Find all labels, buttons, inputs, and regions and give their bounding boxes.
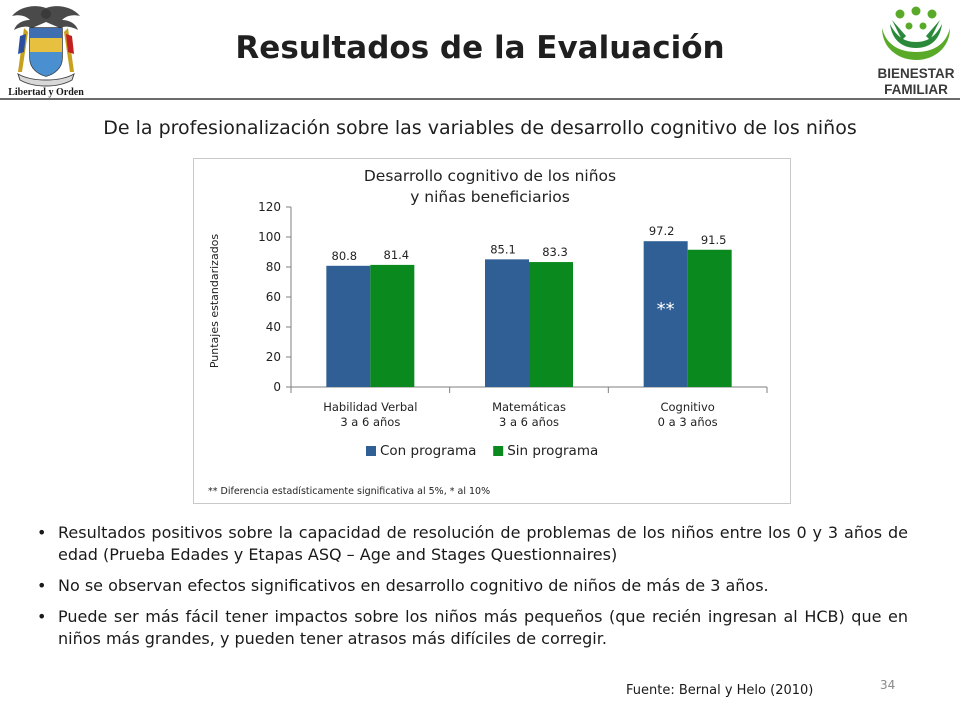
y-tick-label: 80 [266,260,281,274]
seal-motto-text: Libertad y Orden [8,87,84,98]
data-label: 91.5 [701,233,727,247]
bar-con-programa [643,241,688,387]
findings-list: • Resultados positivos sobre la capacida… [36,522,908,659]
bullet-text: Resultados positivos sobre la capacidad … [58,523,908,564]
legend-swatch [493,446,504,456]
x-category-label: Habilidad Verbal [323,400,417,414]
legend-label: Sin programa [507,443,598,459]
bar-chart: 0 20 40 60 80 100 120 80.8 81.4 Habilidad Verbal 3… [193,158,791,504]
logo-text-line1: BIENESTAR [877,66,954,81]
y-tick-label: 40 [266,320,281,334]
colombia-coat-of-arms-logo: Libertad y Orden [6,2,86,98]
chart-y-axis-label: Puntajes estandarizados [208,234,221,369]
list-item: • Resultados positivos sobre la capacida… [36,522,908,566]
page-title: Resultados de la Evaluación [235,30,725,66]
bar-con-programa [326,265,371,387]
bullet-marker: • [37,523,47,542]
data-label: 80.8 [332,249,358,263]
y-tick-label: 0 [273,380,281,394]
y-tick-label: 100 [258,230,281,244]
data-label: 81.4 [384,248,410,262]
chart-title-line2: y niñas beneficiarios [410,188,570,206]
chart-footnote: ** Diferencia estadísticamente significa… [208,486,490,497]
x-category-label: Cognitivo [660,400,714,414]
bullet-marker: • [37,576,47,595]
y-tick-label: 120 [258,200,281,214]
y-tick-label: 60 [266,290,281,304]
legend-swatch [366,446,376,456]
list-item: • No se observan efectos significativos … [36,575,908,597]
data-label: 83.3 [542,245,568,259]
x-category-label: Matemáticas [492,400,566,414]
bar-sin-programa [529,262,573,387]
page-subtitle: De la profesionalización sobre las varia… [103,117,857,139]
data-label: 97.2 [649,224,675,238]
significance-annotation: ** [657,299,675,320]
bar-sin-programa [687,249,732,387]
legend-label: Con programa [380,443,476,459]
x-category-sublabel: 3 a 6 años [340,415,400,429]
header-divider [0,98,960,100]
chart-title-line1: Desarrollo cognitivo de los niños [364,167,616,185]
bullet-marker: • [37,607,47,626]
x-category-sublabel: 3 a 6 años [499,415,559,429]
bullet-text: No se observan efectos significativos en… [58,576,769,595]
bullet-text: Puede ser más fácil tener impactos sobre… [58,607,908,648]
logo-text-line2: FAMILIAR [884,82,948,97]
x-category-sublabel: 0 a 3 años [658,415,718,429]
data-label: 85.1 [490,242,516,256]
bar-sin-programa [370,264,415,387]
bar-con-programa [485,259,529,387]
source-citation: Fuente: Bernal y Helo (2010) [626,683,814,698]
list-item: • Puede ser más fácil tener impactos sob… [36,606,908,650]
page-number: 34 [880,678,896,692]
y-tick-label: 20 [266,350,281,364]
bienestar-familiar-logo: BIENESTAR FAMILIAR [876,6,956,100]
